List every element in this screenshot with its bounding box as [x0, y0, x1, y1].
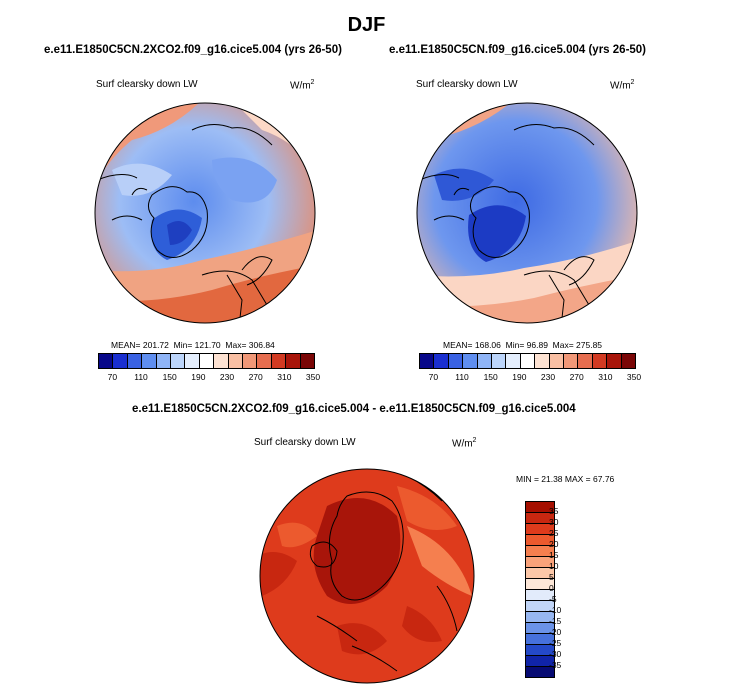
colorbar-swatch — [578, 354, 593, 368]
colorbar-swatch — [526, 579, 554, 590]
colorbar-tick-label: 110 — [455, 372, 469, 382]
colorbar-swatch — [463, 354, 478, 368]
colorbar-tick-label: 25 — [549, 528, 559, 538]
colorbar-swatch — [243, 354, 258, 368]
colorbar-tick-label: 0 — [549, 583, 554, 593]
season-title: DJF — [347, 14, 386, 36]
diff-colorbar-ticks: 35 30 25 20 15 10 5 0 -5 -10 -15 -20 -25 -30 -35 — [549, 501, 589, 681]
panel2-units: W/m2 — [610, 79, 635, 92]
colorbar-swatch — [592, 354, 608, 368]
colorbar-tick-label: 150 — [162, 372, 177, 382]
colorbar-swatch — [228, 354, 244, 368]
colorbar-swatch — [113, 354, 128, 368]
colorbar-tick-label: 230 — [540, 372, 556, 382]
colorbar-tick-label: 10 — [549, 561, 559, 571]
panel1-units: W/m2 — [290, 79, 315, 92]
colorbar-tick-label: 310 — [277, 372, 292, 382]
colorbar-swatch — [564, 354, 579, 368]
colorbar-swatch — [526, 568, 554, 579]
colorbar-tick-label: 70 — [428, 372, 439, 382]
panel2-stats: MEAN= 168.06 Min= 96.89 Max= 275.85 — [443, 340, 603, 350]
colorbar-swatch — [127, 354, 143, 368]
colorbar-tick-label: -15 — [549, 616, 562, 626]
colorbar-tick-label: 70 — [107, 372, 118, 382]
colorbar-swatch — [526, 590, 554, 601]
colorbar-swatch — [286, 354, 301, 368]
colorbar-tick-label: 20 — [549, 539, 559, 549]
colorbar-swatch — [526, 667, 554, 677]
colorbar-tick-label: 350 — [305, 372, 321, 382]
diff-minmax: MIN = 21.38 MAX = 67.76 — [516, 474, 615, 484]
colorbar-tick-label: 35 — [549, 506, 559, 516]
colorbar-tick-label: 150 — [483, 372, 498, 382]
panel2-colorbar — [419, 353, 636, 369]
colorbar-swatch — [434, 354, 449, 368]
colorbar-swatch — [142, 354, 157, 368]
diff-variable-label: Surf clearsky down LW — [254, 437, 356, 448]
colorbar-swatch — [526, 645, 554, 656]
colorbar-tick-label: -35 — [549, 660, 562, 670]
colorbar-tick-label: 350 — [626, 372, 642, 382]
panel1-colorbar-ticks: 70 110 150 190 230 270 310 350 — [98, 372, 320, 384]
colorbar-swatch — [257, 354, 272, 368]
colorbar-swatch — [526, 535, 554, 546]
colorbar-swatch — [492, 354, 507, 368]
colorbar-tick-label: 5 — [549, 572, 554, 582]
colorbar-swatch — [526, 502, 554, 513]
colorbar-tick-label: 30 — [549, 517, 559, 527]
colorbar-swatch — [520, 354, 536, 368]
colorbar-swatch — [420, 354, 435, 368]
colorbar-swatch — [171, 354, 186, 368]
colorbar-swatch — [607, 354, 622, 368]
colorbar-swatch — [156, 354, 172, 368]
colorbar-tick-label: -25 — [549, 638, 562, 648]
colorbar-swatch — [477, 354, 493, 368]
colorbar-tick-label: 190 — [191, 372, 206, 382]
colorbar-swatch — [621, 354, 636, 368]
colorbar-swatch — [526, 623, 554, 634]
panel1-variable-label: Surf clearsky down LW — [96, 79, 198, 90]
colorbar-swatch — [271, 354, 287, 368]
colorbar-swatch — [526, 557, 554, 568]
panel2-colorbar-ticks: 70 110 150 190 230 270 310 350 — [419, 372, 641, 384]
colorbar-tick-label: -10 — [549, 605, 562, 615]
colorbar-tick-label: 270 — [248, 372, 263, 382]
colorbar-tick-label: 270 — [569, 372, 584, 382]
colorbar-swatch — [185, 354, 200, 368]
colorbar-swatch — [526, 546, 554, 557]
diff-units: W/m2 — [452, 437, 477, 450]
colorbar-swatch — [526, 634, 554, 645]
colorbar-swatch — [526, 513, 554, 524]
colorbar-tick-label: 110 — [134, 372, 148, 382]
colorbar-tick-label: -30 — [549, 649, 562, 659]
colorbar-tick-label: 230 — [219, 372, 235, 382]
diff-colorbar — [525, 501, 555, 678]
colorbar-tick-label: 15 — [549, 550, 559, 560]
panel1-colorbar — [98, 353, 315, 369]
colorbar-swatch — [199, 354, 215, 368]
colorbar-swatch — [214, 354, 229, 368]
panel1-stats: MEAN= 201.72 Min= 121.70 Max= 306.84 — [111, 340, 275, 350]
colorbar-swatch — [99, 354, 114, 368]
panel2-case-title: e.e11.E1850C5CN.f09_g16.cice5.004 (yrs 2… — [389, 44, 647, 56]
panel2-polar-map — [416, 102, 638, 324]
colorbar-swatch — [526, 524, 554, 535]
panel1-polar-map — [94, 102, 316, 324]
colorbar-swatch — [506, 354, 521, 368]
colorbar-swatch — [535, 354, 550, 368]
colorbar-swatch — [526, 601, 554, 612]
colorbar-swatch — [549, 354, 565, 368]
colorbar-tick-label: -5 — [549, 594, 557, 604]
panel1-case-title: e.e11.E1850C5CN.2XCO2.f09_g16.cice5.004 … — [44, 44, 342, 56]
colorbar-swatch — [526, 656, 554, 667]
panel2-variable-label: Surf clearsky down LW — [416, 79, 518, 90]
colorbar-tick-label: 310 — [598, 372, 613, 382]
diff-title: e.e11.E1850C5CN.2XCO2.f09_g16.cice5.004 … — [132, 403, 576, 415]
colorbar-tick-label: 190 — [512, 372, 527, 382]
colorbar-swatch — [526, 612, 554, 623]
diff-polar-map — [259, 468, 475, 684]
colorbar-swatch — [300, 354, 315, 368]
colorbar-tick-label: -20 — [549, 627, 562, 637]
colorbar-swatch — [448, 354, 464, 368]
